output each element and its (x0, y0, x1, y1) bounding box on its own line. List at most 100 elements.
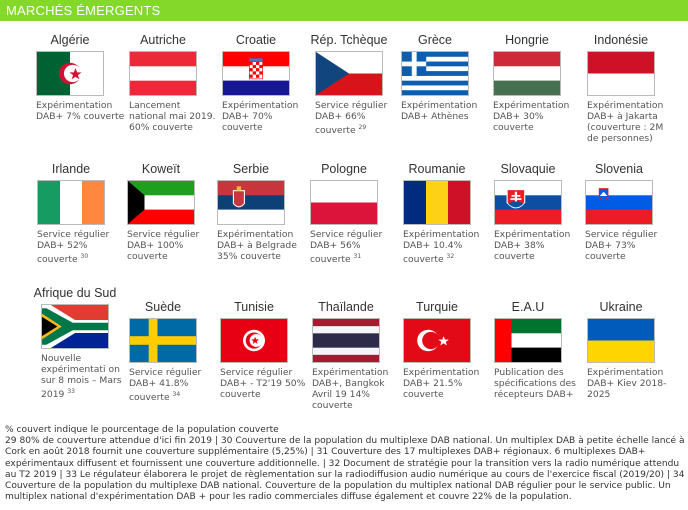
status-label: Expérimentation DAB+ 10.4% couverte (403, 229, 480, 266)
status-text: Expérimentation DAB+ Kiev 2018-2025 (587, 367, 677, 400)
country-name: Algérie (50, 33, 90, 47)
flag-th-image (313, 319, 379, 362)
flag-si-image (586, 181, 652, 224)
country-card: Thaïlande Expérimentation DAB+, Bangkok A… (300, 300, 392, 411)
country-name: Indonésie (593, 33, 649, 47)
status-text: Expérimentation DAB+ à Jakarta (couvertu… (587, 100, 677, 144)
status-text: Expérimentation DAB+ à Belgrade 35% couv… (217, 229, 307, 262)
flag-th-icon (312, 318, 380, 363)
country-name: Serbie (232, 162, 270, 176)
flag-za-icon (41, 304, 109, 349)
flag-sk-icon (494, 180, 562, 225)
flag-ie-image (38, 181, 104, 224)
status-text: Expérimentation DAB+ 10.4% couverte 32 (403, 229, 493, 265)
country-card: Koweït Service régulier DAB+ 100% couvert… (115, 162, 207, 262)
status-label: Service régulier DAB+ 56% couverte (310, 229, 383, 266)
flag-pl-image (311, 181, 377, 224)
country-name: Croatie (235, 33, 277, 47)
country-name: Irlande (51, 162, 91, 176)
status-label: Nouvelle expérimentati on sur 8 mois – M… (41, 353, 122, 401)
status-text: Service régulier DAB+ 56% couverte 31 (310, 229, 400, 265)
flag-id-image (588, 52, 654, 95)
flag-ae-icon (494, 318, 562, 363)
status-label: Expérimentation DAB+ 70% couverte (222, 100, 299, 133)
flag-at-icon (129, 51, 197, 96)
country-name: Autriche (140, 33, 186, 47)
status-text: Publication des spécifications des récep… (494, 367, 584, 400)
country-card: Turquie Expérimentation DAB+ 21.5% couver… (391, 300, 483, 400)
flag-cz-image (316, 52, 382, 95)
status-label: Service régulier DAB+ 66% couverte (315, 100, 388, 137)
country-name: E.A.U (511, 300, 545, 314)
status-label: Expérimentation DAB+ 7% couverte (36, 100, 125, 122)
country-name: Grèce (417, 33, 453, 47)
status-text: Expérimentation DAB+ 30% couverte (493, 100, 583, 133)
flag-hr-icon (222, 51, 290, 96)
country-card: Suède Service régulier DAB+ 41.8% couvert… (117, 300, 209, 403)
status-label: Lancement national mai 2019. 60% couvert… (129, 100, 216, 133)
status-label: Publication des spécifications des récep… (494, 367, 576, 400)
status-text: Service régulier DAB+ 66% couverte 29 (315, 100, 405, 136)
footnote-text: 29 80% de couverture attendue d'ici fin … (5, 436, 685, 503)
coverage-legend: % couvert indique le pourcentage de la p… (5, 425, 279, 435)
section-title: MARCHÉS ÉMERGENTS (6, 3, 161, 18)
country-card: Afrique du Sud Nouvelle expérimentati on … (29, 286, 122, 400)
country-card: Indonésie Expérimentation DAB+ à Jakarta … (575, 33, 667, 144)
country-card: Slovaquie Expérimentation DAB+ 38% couver… (482, 162, 574, 262)
flag-dz-icon (36, 51, 104, 96)
status-text: Service régulier DAB+ 73% couverte (585, 229, 675, 262)
country-name: Turquie (416, 300, 458, 314)
flag-pl-icon (310, 180, 378, 225)
country-card: Rép. Tchèque Service régulier DAB+ 66% co… (303, 33, 395, 136)
country-name: Tunisie (234, 300, 274, 314)
section-header: MARCHÉS ÉMERGENTS (0, 0, 688, 21)
country-card: Tunisie Service régulier DAB+ - T2'19 50%… (208, 300, 305, 400)
country-name: Suède (144, 300, 182, 314)
flag-ae-image (495, 319, 561, 362)
country-card: Slovenia Service régulier DAB+ 73% couver… (573, 162, 665, 262)
flag-tn-image (221, 319, 287, 362)
country-card: E.A.U Publication des spécifications des … (482, 300, 576, 400)
status-label: Expérimentation DAB+ 38% couverte (494, 229, 571, 262)
status-text: Expérimentation DAB+, Bangkok Avril 19 1… (312, 367, 402, 411)
flag-se-image (130, 319, 196, 362)
status-text: Expérimentation DAB+ 7% couverte (36, 100, 126, 122)
status-label: Expérimentation DAB+, Bangkok Avril 19 1… (312, 367, 389, 411)
status-text: Service régulier DAB+ 100% couverte (127, 229, 217, 262)
country-card: Autriche Lancement national mai 2019. 60%… (117, 33, 216, 133)
flag-id-icon (587, 51, 655, 96)
status-label: Service régulier DAB+ 41.8% couverte (129, 367, 202, 404)
footnote-ref: 29 (358, 124, 367, 131)
country-card: Hongrie Expérimentation DAB+ 30% couverte (481, 33, 573, 133)
status-label: Expérimentation DAB+ Kiev 2018-2025 (587, 367, 667, 400)
flag-si-icon (585, 180, 653, 225)
flag-gr-image (402, 52, 468, 95)
footnote-ref: 31 (353, 253, 362, 260)
flag-sk-image (495, 181, 561, 224)
flag-rs-image (218, 181, 284, 224)
country-card: Grèce Expérimentation DAB+ Athènes (389, 33, 481, 122)
flag-tr-icon (403, 318, 471, 363)
flag-dz-image (37, 52, 103, 95)
country-name: Slovenia (595, 162, 643, 176)
country-card: Ukraine Expérimentation DAB+ Kiev 2018-20… (575, 300, 667, 400)
country-name: Rép. Tchèque (310, 33, 388, 47)
footnote-ref: 33 (67, 388, 75, 395)
status-text: Service régulier DAB+ 41.8% couverte 34 (129, 367, 219, 403)
status-text: Lancement national mai 2019. 60% couvert… (129, 100, 219, 133)
status-text: Service régulier DAB+ - T2'19 50% couver… (220, 367, 310, 400)
status-text: Service régulier DAB+ 52% couverte 30 (37, 229, 127, 265)
flag-ua-image (588, 319, 654, 362)
flag-za-image (42, 305, 108, 348)
flag-tr-image (404, 319, 470, 362)
flag-cz-icon (315, 51, 383, 96)
country-name: Slovaquie (500, 162, 556, 176)
flag-ua-icon (587, 318, 655, 363)
country-name: Roumanie (408, 162, 466, 176)
flag-hu-icon (493, 51, 561, 96)
status-text: Nouvelle expérimentati on sur 8 mois – M… (41, 353, 131, 400)
status-text: Expérimentation DAB+ Athènes (401, 100, 491, 122)
flag-se-icon (129, 318, 197, 363)
country-name: Koweït (141, 162, 181, 176)
status-label: Expérimentation DAB+ à Jakarta (couvertu… (587, 100, 664, 144)
